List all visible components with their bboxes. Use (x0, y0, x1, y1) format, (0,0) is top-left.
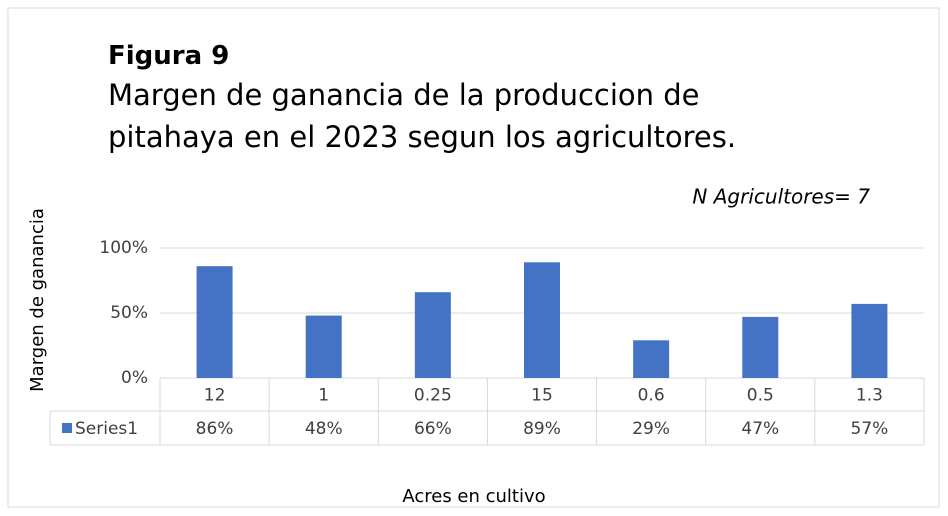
chart-border (7, 7, 940, 508)
bar (851, 303, 888, 378)
y-tick-label: 50% (110, 303, 148, 323)
y-tick-label: 0% (121, 368, 148, 388)
x-tick-label: 1 (318, 386, 329, 406)
x-tick-label: 12 (204, 386, 226, 406)
legend-swatch (62, 423, 72, 433)
bar (305, 315, 342, 378)
data-label: 48% (305, 419, 343, 439)
y-tick-label: 100% (99, 238, 148, 258)
x-axis-label: Acres en cultivo (402, 486, 545, 507)
bar (742, 316, 779, 378)
title-block: Figura 9 Margen de ganancia de la produc… (108, 38, 768, 158)
data-label: 57% (851, 419, 889, 439)
y-axis-label: Margen de ganancia (27, 208, 48, 392)
data-label: 29% (632, 419, 670, 439)
chart-title: Figura 9 (108, 41, 230, 71)
data-label: 89% (523, 419, 561, 439)
bar (196, 266, 233, 378)
data-label: 66% (414, 419, 452, 439)
data-label: 86% (196, 419, 234, 439)
bar (414, 292, 451, 378)
x-tick-label: 0.25 (414, 386, 452, 406)
legend-label: Series1 (75, 419, 138, 439)
chart-subtitle: Margen de ganancia de la produccion de p… (108, 78, 737, 154)
x-tick-label: 15 (531, 386, 553, 406)
bar (633, 340, 670, 378)
data-label: 47% (741, 419, 779, 439)
x-tick-label: 0.5 (747, 386, 774, 406)
x-tick-label: 1.3 (856, 386, 883, 406)
bar (524, 262, 560, 378)
x-tick-label: 0.6 (638, 386, 665, 406)
annotation: N Agricultores= 7 (692, 185, 870, 209)
